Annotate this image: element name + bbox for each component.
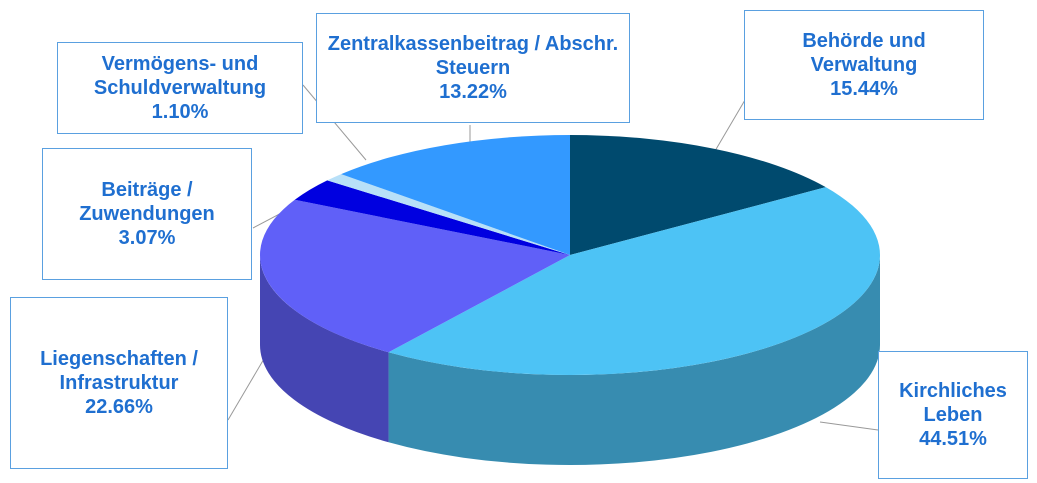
value-label: 44.51% xyxy=(919,428,987,450)
leader-line xyxy=(819,421,879,431)
pie-slice xyxy=(570,135,826,255)
leader-line xyxy=(227,351,269,421)
data-label-box: Beiträge / Zuwendungen 3.07% xyxy=(42,148,252,280)
data-label-box: Zentralkassenbeitrag / Abschr. Steuern 13… xyxy=(316,13,630,123)
pie-slice-side xyxy=(388,255,880,465)
pie-slice xyxy=(341,135,570,255)
value-label: 22.66% xyxy=(85,396,153,418)
value-label: 1.10% xyxy=(151,101,209,123)
pie-slice xyxy=(294,180,570,255)
value-label: 13.22% xyxy=(439,81,507,103)
pie-slice-side xyxy=(260,255,389,443)
data-label-box: Kirchliches Leben 44.51% xyxy=(878,351,1028,479)
category-label: Vermögens- und Schuldverwaltung xyxy=(93,53,267,99)
pie-slice xyxy=(327,174,570,255)
pie-tops xyxy=(260,135,881,375)
pie-sides xyxy=(260,255,880,465)
pie-slice xyxy=(388,187,881,375)
category-label: Liegenschaften / Infrastruktur xyxy=(40,348,198,394)
value-label: 15.44% xyxy=(830,78,898,100)
value-label: 3.07% xyxy=(118,227,176,249)
category-label: Kirchliches Leben xyxy=(899,380,1007,426)
data-label-box: Behörde und Verwaltung 15.44% xyxy=(744,10,984,120)
pie-slice xyxy=(260,199,570,353)
data-label-box: Vermögens- und Schuldverwaltung 1.10% xyxy=(57,42,303,134)
category-label: Zentralkassenbeitrag / Abschr. Steuern xyxy=(327,33,619,79)
category-label: Behörde und Verwaltung xyxy=(802,30,926,76)
data-label-box: Liegenschaften / Infrastruktur 22.66% xyxy=(10,297,228,469)
category-label: Beiträge / Zuwendungen xyxy=(79,179,215,225)
